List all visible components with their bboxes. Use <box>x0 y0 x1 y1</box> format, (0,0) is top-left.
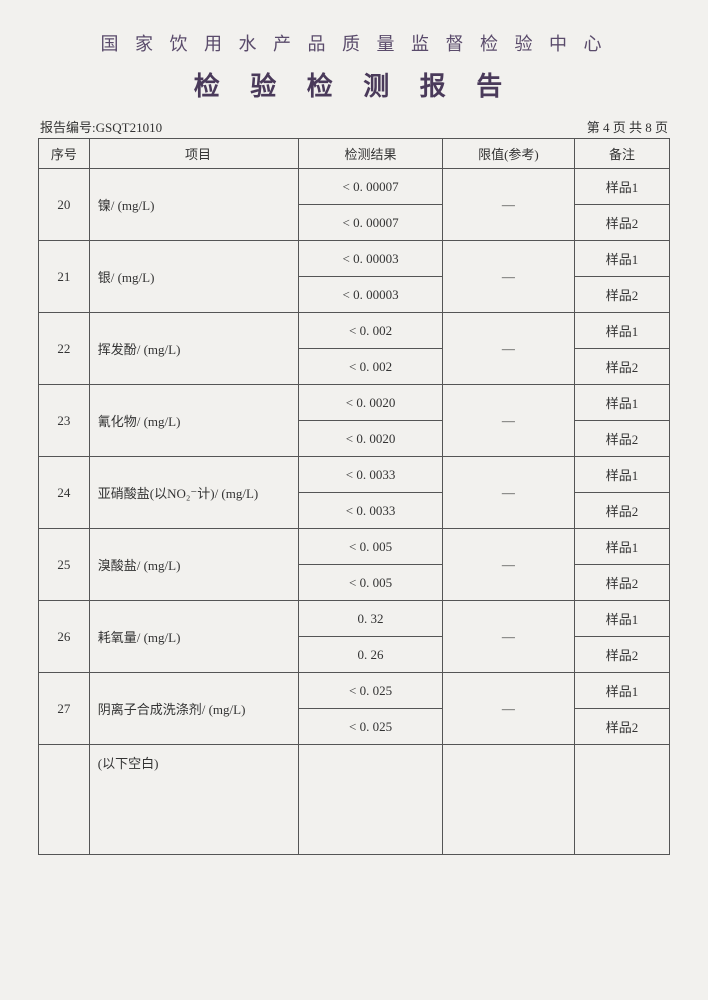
cell-limit: — <box>442 385 574 457</box>
cell-seq: 22 <box>39 313 90 385</box>
cell-result: < 0. 00003 <box>299 277 442 313</box>
cell-note: 样品1 <box>575 169 670 205</box>
cell-item: 溴酸盐/ (mg/L) <box>89 529 299 601</box>
cell-result: < 0. 0033 <box>299 457 442 493</box>
org-name: 国 家 饮 用 水 产 品 质 量 监 督 检 验 中 心 <box>38 30 670 56</box>
cell-result: < 0. 00007 <box>299 205 442 241</box>
cell-limit: — <box>442 241 574 313</box>
results-table: 序号 项目 检测结果 限值(参考) 备注 20镍/ (mg/L)< 0. 000… <box>38 138 670 855</box>
report-title: 检 验 检 测 报 告 <box>38 66 670 103</box>
cell-seq: 27 <box>39 673 90 745</box>
table-row: 24亚硝酸盐(以NO₂⁻计)/ (mg/L)< 0. 0033—样品1 <box>39 457 670 493</box>
cell-seq: 20 <box>39 169 90 241</box>
cell-limit: — <box>442 529 574 601</box>
cell-note: 样品2 <box>575 493 670 529</box>
cell-note: 样品2 <box>575 349 670 385</box>
cell-result: < 0. 005 <box>299 565 442 601</box>
col-result: 检测结果 <box>299 139 442 169</box>
cell-result: < 0. 002 <box>299 313 442 349</box>
blank-text: (以下空白) <box>89 745 299 855</box>
cell-note: 样品1 <box>575 673 670 709</box>
cell-result: 0. 26 <box>299 637 442 673</box>
cell-item: 耗氧量/ (mg/L) <box>89 601 299 673</box>
cell-result: < 0. 0020 <box>299 421 442 457</box>
cell-seq: 24 <box>39 457 90 529</box>
cell-limit: — <box>442 313 574 385</box>
cell-item: 亚硝酸盐(以NO₂⁻计)/ (mg/L) <box>89 457 299 529</box>
cell-item: 镍/ (mg/L) <box>89 169 299 241</box>
col-note: 备注 <box>575 139 670 169</box>
cell-note: 样品2 <box>575 637 670 673</box>
cell-note: 样品1 <box>575 601 670 637</box>
subheader: 报告编号:GSQT21010 第 4 页 共 8 页 <box>38 117 670 136</box>
page-info: 第 4 页 共 8 页 <box>587 117 668 136</box>
table-row: 22挥发酚/ (mg/L)< 0. 002—样品1 <box>39 313 670 349</box>
cell-limit: — <box>442 457 574 529</box>
col-seq: 序号 <box>39 139 90 169</box>
table-row: 20镍/ (mg/L)< 0. 00007—样品1 <box>39 169 670 205</box>
cell-note: 样品1 <box>575 457 670 493</box>
cell-note: 样品2 <box>575 421 670 457</box>
cell-result: < 0. 00007 <box>299 169 442 205</box>
table-row: 23氰化物/ (mg/L)< 0. 0020—样品1 <box>39 385 670 421</box>
cell-item: 氰化物/ (mg/L) <box>89 385 299 457</box>
report-number: 报告编号:GSQT21010 <box>40 117 162 136</box>
cell-seq: 21 <box>39 241 90 313</box>
col-limit: 限值(参考) <box>442 139 574 169</box>
cell-result: < 0. 025 <box>299 709 442 745</box>
table-row: 27阴离子合成洗涤剂/ (mg/L)< 0. 025—样品1 <box>39 673 670 709</box>
table-header-row: 序号 项目 检测结果 限值(参考) 备注 <box>39 139 670 169</box>
cell-item: 银/ (mg/L) <box>89 241 299 313</box>
table-row: 25溴酸盐/ (mg/L)< 0. 005—样品1 <box>39 529 670 565</box>
cell-item: 挥发酚/ (mg/L) <box>89 313 299 385</box>
blank-row: (以下空白) <box>39 745 670 855</box>
cell-seq: 25 <box>39 529 90 601</box>
cell-note: 样品1 <box>575 529 670 565</box>
blank-cell <box>299 745 442 855</box>
cell-result: < 0. 002 <box>299 349 442 385</box>
cell-result: < 0. 005 <box>299 529 442 565</box>
table-row: 21银/ (mg/L)< 0. 00003—样品1 <box>39 241 670 277</box>
cell-result: 0. 32 <box>299 601 442 637</box>
cell-note: 样品1 <box>575 385 670 421</box>
cell-item: 阴离子合成洗涤剂/ (mg/L) <box>89 673 299 745</box>
table-row: 26耗氧量/ (mg/L)0. 32—样品1 <box>39 601 670 637</box>
cell-limit: — <box>442 601 574 673</box>
report-no-value: GSQT21010 <box>96 120 162 135</box>
cell-note: 样品2 <box>575 709 670 745</box>
blank-cell <box>575 745 670 855</box>
cell-seq: 26 <box>39 601 90 673</box>
cell-result: < 0. 025 <box>299 673 442 709</box>
cell-limit: — <box>442 169 574 241</box>
cell-seq: 23 <box>39 385 90 457</box>
cell-note: 样品2 <box>575 565 670 601</box>
cell-note: 样品2 <box>575 205 670 241</box>
cell-result: < 0. 0033 <box>299 493 442 529</box>
blank-cell <box>442 745 574 855</box>
col-item: 项目 <box>89 139 299 169</box>
cell-note: 样品1 <box>575 241 670 277</box>
report-label: 报告编号: <box>40 120 96 135</box>
cell-note: 样品1 <box>575 313 670 349</box>
cell-result: < 0. 00003 <box>299 241 442 277</box>
blank-seq <box>39 745 90 855</box>
cell-note: 样品2 <box>575 277 670 313</box>
cell-result: < 0. 0020 <box>299 385 442 421</box>
cell-limit: — <box>442 673 574 745</box>
